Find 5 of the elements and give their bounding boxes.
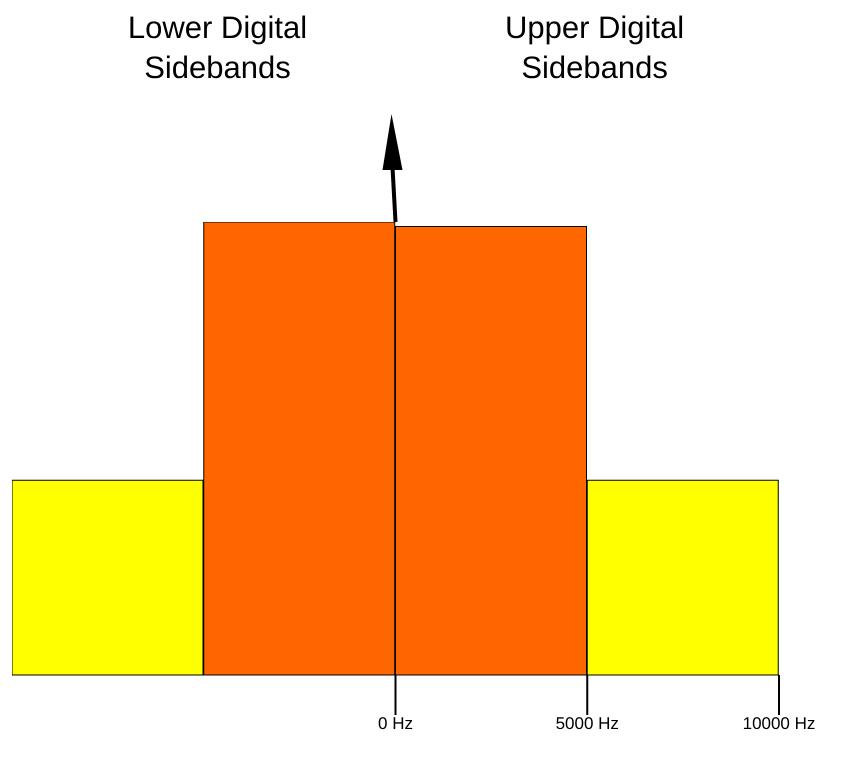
text: Upper Digital Sidebands [504,9,686,87]
x-tick-label: 10000 Hz [742,714,816,734]
x-tick-label: 5000 Hz [556,714,619,734]
x-tick-label: 0 Hz [378,714,413,734]
text: Lower Digital Sidebands [126,9,308,87]
